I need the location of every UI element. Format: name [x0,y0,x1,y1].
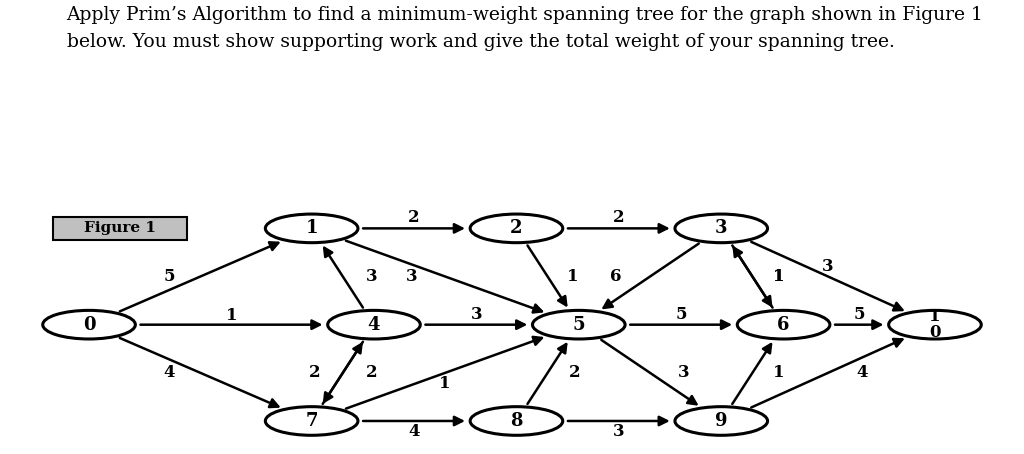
Circle shape [265,407,358,435]
Text: 3: 3 [366,268,377,285]
Text: 0: 0 [83,316,95,334]
Circle shape [265,214,358,243]
Text: 3: 3 [715,219,727,237]
Text: Figure 1: Figure 1 [84,222,157,235]
Circle shape [470,214,563,243]
Text: 2: 2 [308,364,321,381]
Circle shape [889,311,981,339]
Text: 1
0: 1 0 [929,308,941,341]
Text: 1: 1 [439,375,451,392]
Text: 4: 4 [409,423,420,440]
Text: 4: 4 [856,364,867,381]
Text: 2: 2 [510,219,522,237]
Text: 1: 1 [773,268,784,285]
Text: 3: 3 [678,364,690,381]
Circle shape [675,407,768,435]
Text: 5: 5 [164,268,175,285]
Text: 8: 8 [510,412,522,430]
Text: 1: 1 [773,364,784,381]
Text: 1: 1 [305,219,317,237]
Text: 7: 7 [305,412,317,430]
Text: 3: 3 [471,306,482,323]
Text: 2: 2 [613,209,625,227]
Text: 2: 2 [409,209,420,227]
Text: 3: 3 [406,268,417,285]
Text: 5: 5 [854,306,865,323]
Text: 9: 9 [715,412,727,430]
Text: 1: 1 [225,306,238,324]
Circle shape [328,311,420,339]
Circle shape [675,214,768,243]
FancyBboxPatch shape [53,217,187,240]
Text: 1: 1 [773,268,784,285]
Text: 6: 6 [610,268,622,285]
Text: 4: 4 [368,316,380,334]
Text: 2: 2 [366,364,377,381]
Text: 3: 3 [822,257,834,275]
Circle shape [532,311,625,339]
Text: 5: 5 [572,316,585,334]
Circle shape [43,311,135,339]
Text: 1: 1 [567,268,579,285]
Text: 5: 5 [676,306,687,323]
Text: 2: 2 [568,364,581,381]
Text: 3: 3 [613,423,625,440]
Text: Apply Prim’s Algorithm to find a minimum-weight spanning tree for the graph show: Apply Prim’s Algorithm to find a minimum… [67,6,983,51]
Text: 4: 4 [164,364,175,381]
Circle shape [470,407,563,435]
Text: 6: 6 [777,316,790,334]
Circle shape [737,311,829,339]
